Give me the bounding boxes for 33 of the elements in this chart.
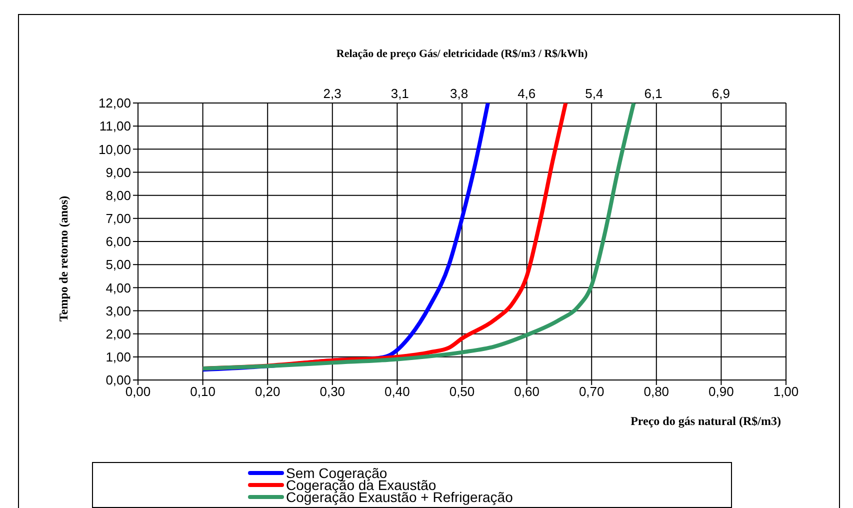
y-tick-label: 11,00 [99,118,131,134]
y-tick-label: 4,00 [106,280,131,296]
line-series [200,103,636,370]
x-tick-label: 0,60 [514,384,540,400]
x-axis-title: Preço do gás natural (R$/m3) [630,414,781,429]
x2-tick-label: 3,1 [390,86,410,101]
y-tick-label: 3,00 [106,303,131,318]
x2-tick-label: 6,9 [710,86,731,101]
y-tick-label: 2,00 [106,326,131,342]
y-tick-label: 10,00 [98,142,131,157]
x2-tick-label: 2,3 [322,86,342,101]
x2-tick-label: 6,1 [643,86,664,101]
x-tick-label: 0,50 [449,384,475,400]
y-tick-label: 8,00 [106,188,131,203]
y-tick-label: 7,00 [106,211,131,226]
x2-axis-title: Relação de preço Gás/ eletricidade (R$/m3 / R$/kWh) [335,48,589,60]
y-axis-title: Tempo de retorno (anos) [56,196,70,322]
x-tick-label: 0,30 [320,384,346,400]
y-tick-label: 1,00 [106,350,131,365]
y-tick-label: 12,00 [98,96,131,111]
x2-tick-label: 5,4 [584,86,604,101]
y-tick-label: 5,00 [106,257,131,272]
x-tick-label: 0,10 [190,384,216,400]
x-tick-label: 0,40 [384,384,410,400]
x-tick-label: 1,00 [773,384,799,400]
x2-tick-label: 4,6 [516,86,537,101]
x-tick-label: 0,90 [708,384,734,400]
x-tick-label: 0,70 [578,384,604,400]
x-tick-label: 0,20 [254,384,280,400]
y-tick-label: 9,00 [106,164,131,180]
x2-tick-label: 3,8 [448,86,470,101]
y-tick-label: 6,00 [106,234,131,250]
x-tick-label: 0,80 [644,384,670,400]
